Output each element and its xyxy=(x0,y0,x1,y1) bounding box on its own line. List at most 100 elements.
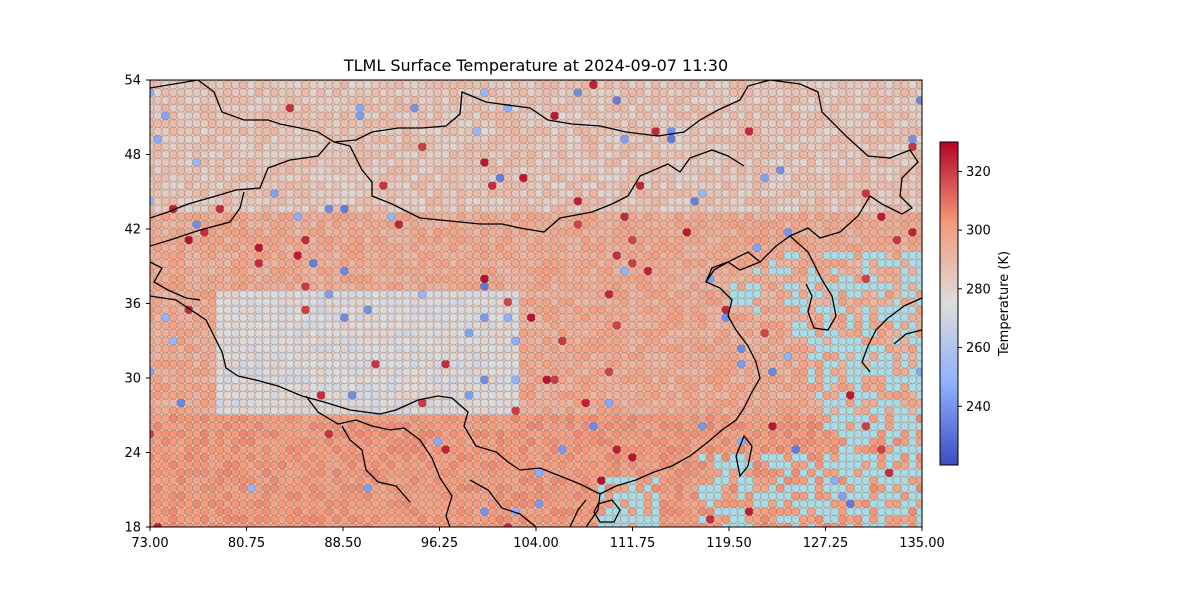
temperature-cell xyxy=(480,157,490,167)
temperature-cell xyxy=(838,460,848,470)
temperature-cell xyxy=(200,514,209,524)
temperature-cell xyxy=(402,437,412,447)
temperature-cell xyxy=(542,499,552,509)
temperature-cell xyxy=(519,382,528,392)
temperature-cell xyxy=(231,305,241,315)
temperature-cell xyxy=(207,305,217,315)
temperature-cell xyxy=(394,328,404,338)
temperature-cell xyxy=(877,250,886,260)
temperature-cell xyxy=(324,429,334,439)
temperature-cell xyxy=(838,173,848,183)
temperature-cell xyxy=(908,483,918,493)
temperature-cell xyxy=(799,250,809,260)
temperature-cell xyxy=(721,452,731,462)
temperature-cell xyxy=(729,375,739,385)
temperature-cell xyxy=(316,475,326,485)
temperature-cell xyxy=(589,382,599,392)
temperature-cell xyxy=(791,297,801,307)
temperature-cell xyxy=(386,514,396,524)
temperature-cell xyxy=(807,204,816,214)
temperature-cell xyxy=(215,165,225,175)
temperature-cell xyxy=(410,289,420,299)
temperature-cell xyxy=(379,157,388,167)
temperature-cell xyxy=(705,421,715,431)
temperature-cell xyxy=(752,196,762,206)
temperature-cell xyxy=(394,375,404,385)
temperature-cell xyxy=(231,142,241,152)
temperature-cell xyxy=(246,514,256,524)
temperature-cell xyxy=(589,235,599,245)
temperature-cell xyxy=(433,382,443,392)
temperature-cell xyxy=(760,212,770,222)
temperature-cell xyxy=(908,320,918,330)
temperature-cell xyxy=(534,452,544,462)
temperature-cell xyxy=(737,235,746,245)
temperature-cell xyxy=(877,413,886,423)
temperature-cell xyxy=(635,219,645,229)
temperature-cell xyxy=(799,274,809,284)
temperature-cell xyxy=(363,437,373,447)
temperature-cell xyxy=(200,181,209,190)
temperature-cell xyxy=(729,351,739,361)
temperature-cell xyxy=(293,258,303,268)
temperature-cell xyxy=(511,165,521,175)
temperature-cell xyxy=(153,142,163,152)
temperature-cell xyxy=(744,413,754,423)
temperature-cell xyxy=(814,196,824,206)
temperature-cell xyxy=(270,483,279,493)
temperature-cell xyxy=(682,274,692,284)
temperature-cell xyxy=(651,142,661,152)
temperature-cell xyxy=(316,274,326,284)
temperature-cell xyxy=(207,398,217,408)
temperature-cell xyxy=(814,212,824,222)
temperature-cell xyxy=(635,281,645,291)
temperature-cell xyxy=(511,406,521,416)
temperature-cell xyxy=(729,429,739,439)
temperature-cell xyxy=(308,181,318,190)
temperature-cell xyxy=(542,460,552,470)
temperature-cell xyxy=(410,281,420,291)
temperature-cell xyxy=(783,274,793,284)
temperature-cell xyxy=(604,475,614,485)
temperature-cell xyxy=(908,313,918,322)
temperature-cell xyxy=(262,188,272,198)
temperature-cell xyxy=(589,460,599,470)
temperature-cell xyxy=(604,437,614,447)
temperature-cell xyxy=(581,359,591,369)
temperature-cell xyxy=(752,320,762,330)
temperature-cell xyxy=(347,157,357,167)
temperature-cell xyxy=(744,188,754,198)
temperature-cell xyxy=(628,328,637,338)
temperature-cell xyxy=(682,250,692,260)
temperature-cell xyxy=(830,398,840,408)
temperature-cell xyxy=(425,204,435,214)
temperature-cell xyxy=(807,235,816,245)
temperature-cell xyxy=(176,274,186,284)
temperature-cell xyxy=(628,281,637,291)
temperature-cell xyxy=(853,413,863,423)
temperature-cell xyxy=(192,382,202,392)
temperature-cell xyxy=(550,499,560,509)
temperature-cell xyxy=(698,142,707,152)
temperature-cell xyxy=(270,289,279,299)
temperature-cell xyxy=(262,390,272,400)
temperature-cell xyxy=(511,328,521,338)
temperature-cell xyxy=(807,475,816,485)
temperature-cell xyxy=(674,235,684,245)
temperature-cell xyxy=(558,359,567,369)
temperature-cell xyxy=(690,188,700,198)
temperature-cell xyxy=(441,297,451,307)
temperature-cell xyxy=(441,181,451,190)
temperature-cell xyxy=(698,157,707,167)
temperature-cell xyxy=(620,344,630,353)
temperature-cell xyxy=(768,444,778,454)
temperature-cell xyxy=(659,483,669,493)
temperature-cell xyxy=(340,297,350,307)
temperature-cell xyxy=(783,421,793,431)
temperature-cell xyxy=(184,382,194,392)
temperature-cell xyxy=(752,406,762,416)
temperature-cell xyxy=(246,429,256,439)
temperature-cell xyxy=(628,390,637,400)
temperature-cell xyxy=(581,367,591,377)
temperature-cell xyxy=(799,390,809,400)
